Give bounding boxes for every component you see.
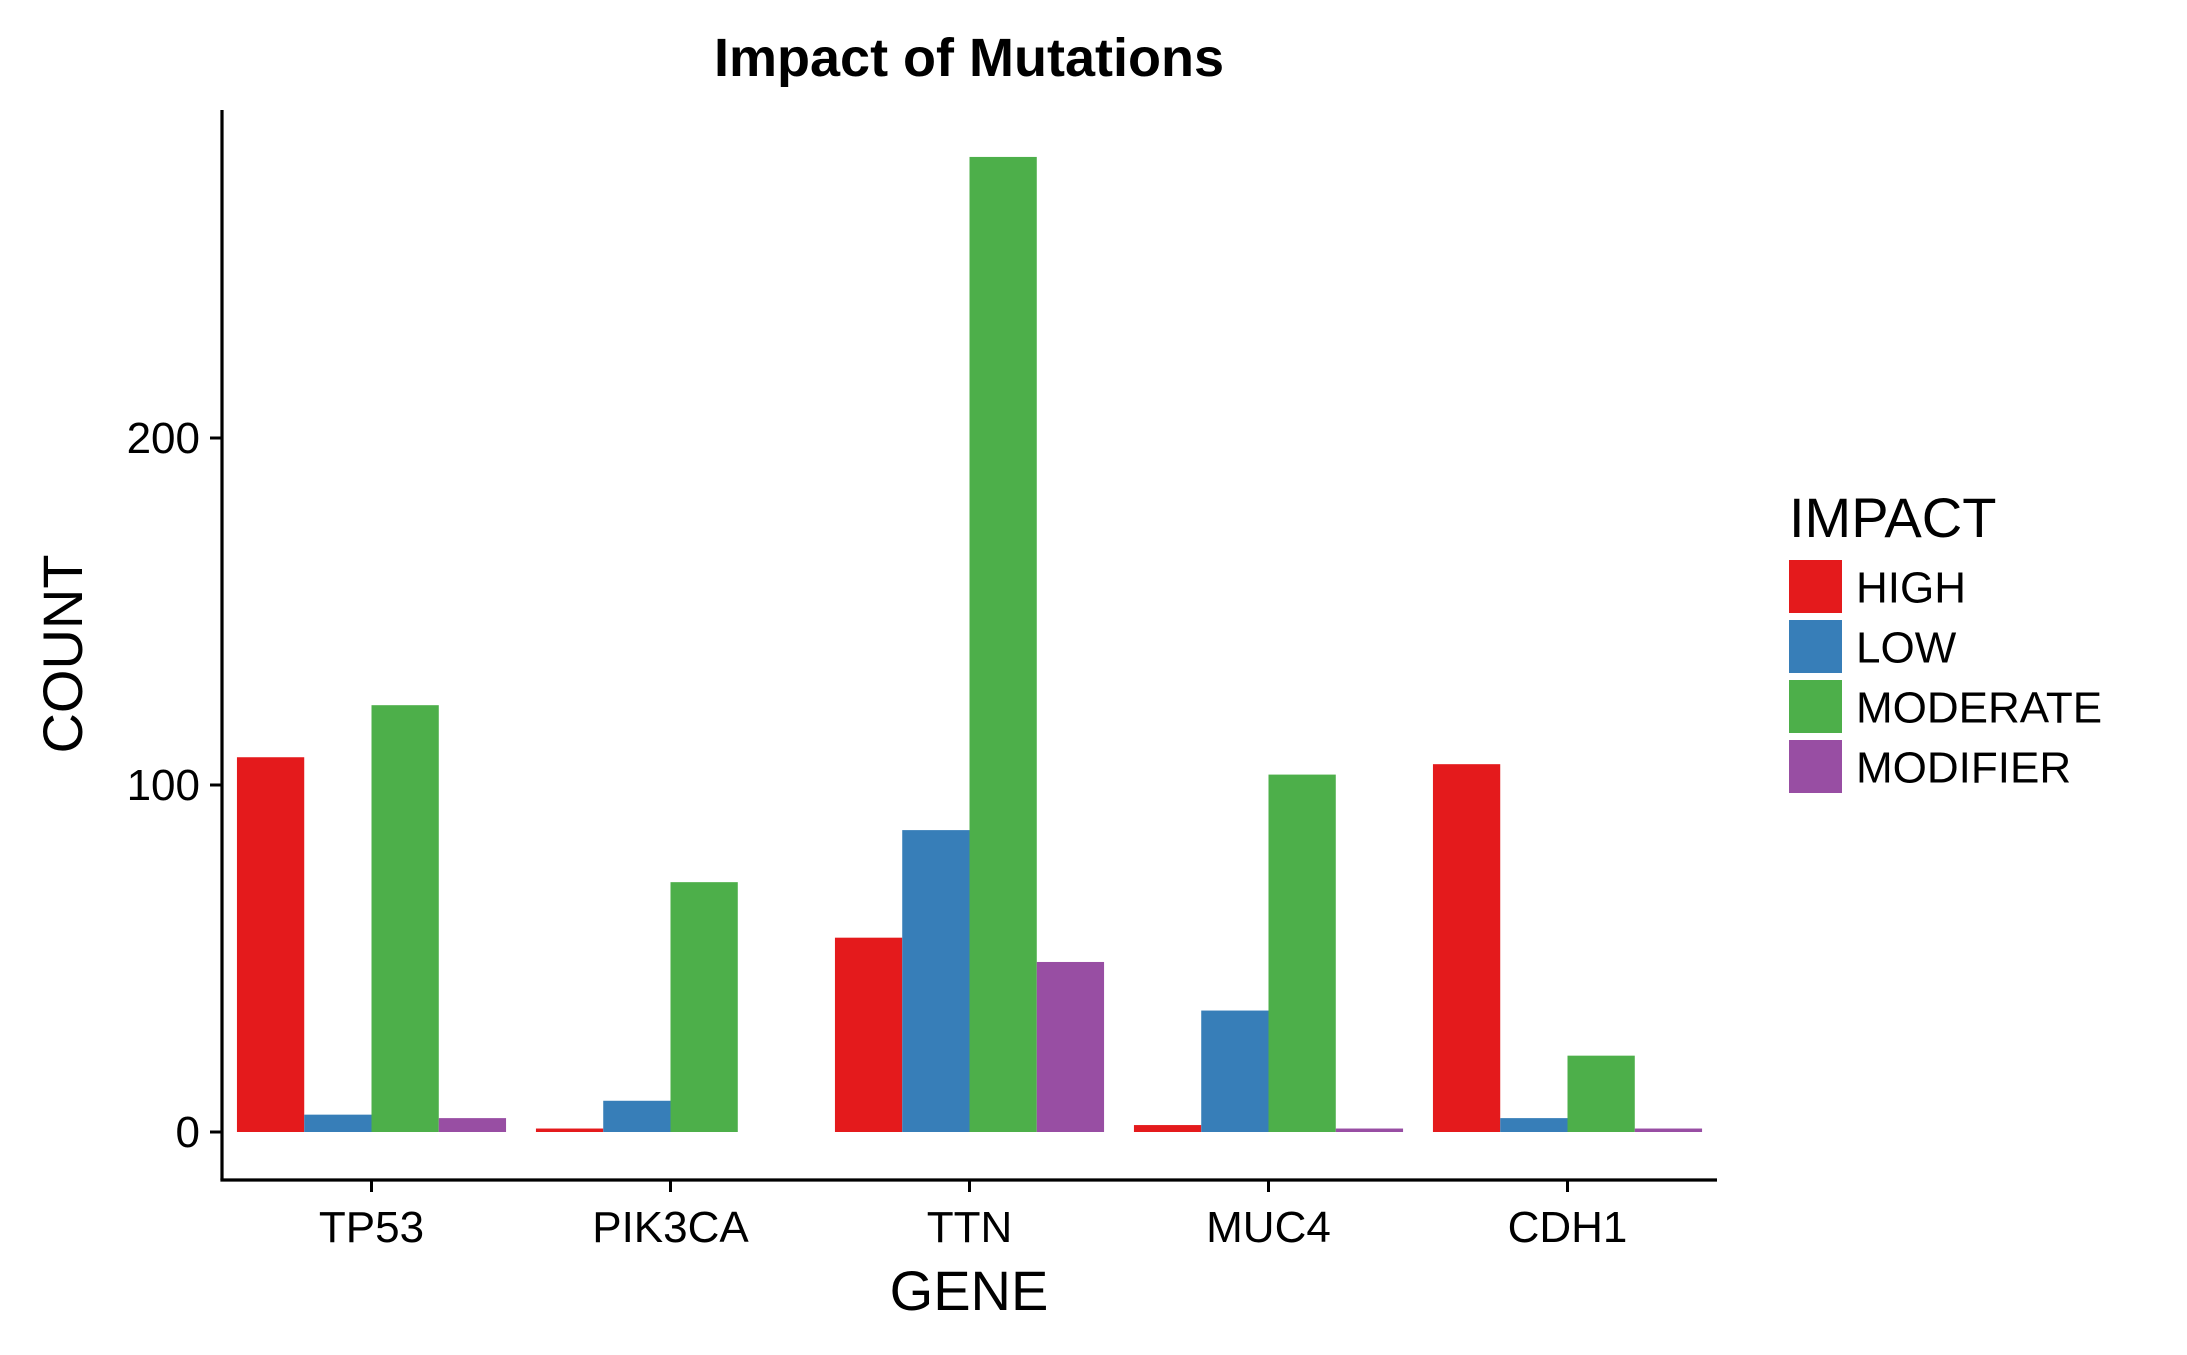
bar-pik3ca-moderate [670,882,738,1132]
y-tick-label: 0 [176,1108,200,1157]
legend-key-moderate [1789,680,1842,733]
legend-key-low [1789,620,1842,673]
bar-muc4-low [1201,1010,1269,1132]
legend-key-modifier [1789,740,1842,793]
legend-label-modifier: MODIFIER [1856,744,2071,793]
bar-pik3ca-low [603,1100,671,1132]
bar-muc4-moderate [1268,774,1336,1132]
x-tick-label: TP53 [319,1203,424,1252]
bar-ttn-high [834,937,903,1132]
bar-cdh1-low [1500,1118,1568,1132]
bar-pik3ca-high [535,1128,604,1132]
axes-group: 0 100 200 TP53 PIK3CA TTN MUC4 CDH1 [127,110,1717,1252]
x-tick-label: TTN [927,1203,1013,1252]
legend-key-high [1789,560,1842,613]
x-axis-title: GENE [890,1259,1049,1322]
bar-tp53-low [304,1114,372,1132]
bar-tp53-modifier [438,1118,507,1132]
bar-muc4-high [1133,1125,1202,1132]
bar-muc4-modifier [1335,1128,1404,1132]
bar-ttn-modifier [1036,961,1105,1132]
y-axis-title: COUNT [31,554,94,753]
legend-label-low: LOW [1856,624,1957,673]
legend-label-high: HIGH [1856,564,1966,613]
bar-cdh1-modifier [1634,1128,1703,1132]
legend: HIGH LOW MODERATE MODIFIER [1789,560,2102,793]
y-tick-label: 200 [127,414,200,463]
y-tick-label: 100 [127,761,200,810]
bar-cdh1-moderate [1567,1055,1635,1132]
bar-ttn-low [902,830,970,1132]
x-tick-label: CDH1 [1508,1203,1628,1252]
bars-group [236,156,1703,1132]
bar-ttn-moderate [969,156,1037,1132]
bar-tp53-high [236,757,305,1132]
chart-title: Impact of Mutations [714,28,1224,88]
legend-title: IMPACT [1789,486,1996,549]
x-tick-label: MUC4 [1206,1203,1331,1252]
bar-cdh1-high [1432,764,1501,1132]
bar-tp53-moderate [371,705,439,1132]
legend-label-moderate: MODERATE [1856,684,2102,733]
x-tick-label: PIK3CA [592,1203,749,1252]
